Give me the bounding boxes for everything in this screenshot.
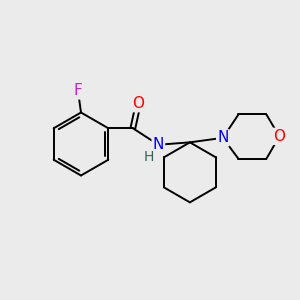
- Text: O: O: [273, 129, 285, 144]
- Text: H: H: [144, 150, 154, 164]
- Text: F: F: [74, 83, 82, 98]
- Text: N: N: [153, 137, 164, 152]
- Text: O: O: [132, 96, 144, 111]
- Text: N: N: [217, 130, 229, 145]
